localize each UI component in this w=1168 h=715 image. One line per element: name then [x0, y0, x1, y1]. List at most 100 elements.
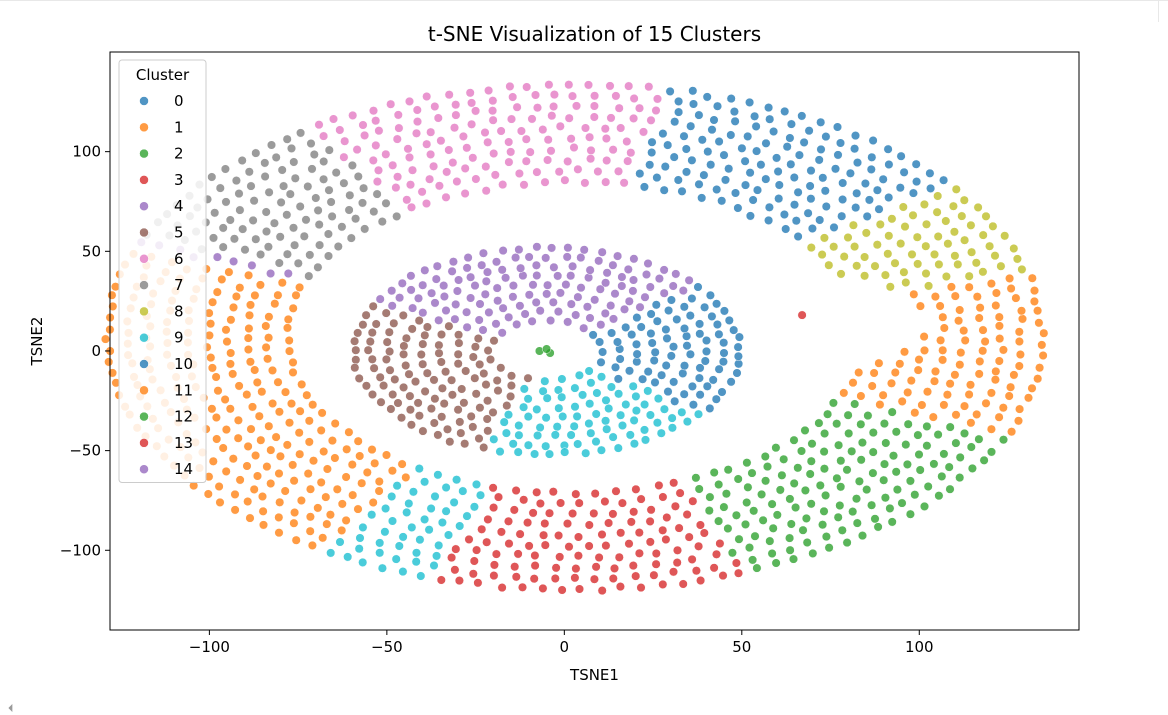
scatter-point-cluster-5 — [363, 345, 373, 355]
scatter-point-cluster-5 — [439, 399, 449, 409]
scatter-point-cluster-12 — [836, 456, 846, 466]
scatter-point-cluster-11 — [954, 316, 964, 326]
scatter-point-cluster-1 — [341, 472, 351, 482]
scatter-point-cluster-13 — [731, 558, 741, 568]
scatter-point-cluster-8 — [967, 247, 977, 257]
scatter-point-cluster-6 — [402, 195, 412, 205]
scatter-point-cluster-0 — [659, 185, 669, 195]
scatter-point-cluster-14 — [508, 281, 518, 291]
scatter-point-cluster-13 — [469, 556, 479, 566]
scatter-point-cluster-0 — [867, 152, 877, 162]
scatter-point-cluster-11 — [1035, 363, 1045, 373]
scatter-point-cluster-13 — [524, 541, 534, 551]
scatter-point-cluster-14 — [590, 295, 600, 305]
scatter-point-cluster-8 — [981, 211, 991, 221]
scatter-point-cluster-1 — [255, 280, 265, 290]
scatter-point-cluster-14 — [498, 246, 508, 256]
scatter-point-cluster-8 — [890, 258, 900, 268]
scatter-point-cluster-5 — [418, 359, 428, 369]
scatter-point-cluster-0 — [814, 155, 824, 165]
scatter-point-cluster-14 — [613, 251, 623, 261]
scatter-point-cluster-13 — [678, 579, 688, 589]
scatter-point-cluster-1 — [246, 424, 256, 434]
scatter-point-cluster-1 — [257, 491, 268, 502]
scatter-point-cluster-14 — [628, 275, 639, 285]
legend-title: Cluster — [136, 66, 190, 84]
scatter-point-cluster-9 — [541, 413, 551, 423]
scatter-point-cluster-10 — [714, 364, 724, 374]
scatter-point-cluster-6 — [629, 93, 639, 104]
scatter-point-cluster-7 — [392, 211, 402, 221]
scatter-point-cluster-0 — [911, 159, 921, 169]
caret-left-icon[interactable]: ⏴ — [8, 702, 14, 715]
scatter-point-cluster-12 — [819, 447, 829, 457]
scatter-point-cluster-1 — [275, 451, 285, 461]
scatter-point-cluster-13 — [691, 566, 701, 576]
scatter-point-cluster-14 — [602, 268, 612, 278]
scatter-point-cluster-14 — [579, 245, 589, 255]
legend-label: 5 — [174, 224, 184, 242]
scatter-point-cluster-6 — [391, 183, 401, 193]
scatter-point-cluster-0 — [756, 160, 766, 170]
scatter-point-cluster-7 — [261, 207, 271, 217]
legend-label: 11 — [174, 381, 193, 399]
scatter-point-cluster-6 — [393, 172, 403, 182]
scatter-point-cluster-10 — [661, 324, 671, 335]
scatter-point-cluster-12 — [814, 418, 824, 428]
scatter-point-cluster-6 — [381, 149, 391, 159]
scatter-point-cluster-13 — [556, 498, 566, 508]
scatter-point-cluster-1 — [274, 528, 284, 538]
scatter-point-cluster-11 — [1037, 340, 1047, 350]
scatter-point-cluster-9 — [557, 374, 567, 384]
scatter-point-cluster-7 — [353, 171, 363, 182]
scatter-point-cluster-8 — [934, 259, 944, 269]
scatter-point-cluster-12 — [888, 451, 899, 461]
scatter-point-cluster-1 — [221, 425, 231, 435]
scatter-point-cluster-7 — [210, 208, 220, 218]
scatter-point-cluster-0 — [750, 111, 760, 121]
scatter-point-cluster-6 — [586, 154, 596, 164]
scatter-point-cluster-5 — [390, 374, 400, 384]
scatter-point-cluster-1 — [211, 412, 221, 423]
legend-label: 14 — [174, 460, 193, 478]
scatter-point-cluster-9 — [554, 403, 564, 413]
scatter-point-cluster-1 — [214, 481, 224, 492]
scatter-point-cluster-6 — [392, 134, 402, 144]
scatter-point-cluster-10 — [700, 356, 710, 366]
scatter-point-cluster-6 — [616, 123, 626, 133]
scatter-point-cluster-10 — [595, 337, 605, 347]
scatter-point-cluster-1 — [288, 357, 298, 367]
scatter-point-cluster-12 — [922, 421, 932, 431]
scatter-point-cluster-13 — [571, 489, 581, 499]
scatter-point-cluster-5 — [410, 377, 421, 387]
scatter-point-cluster-1 — [304, 437, 314, 447]
scatter-point-cluster-12 — [868, 468, 878, 478]
scatter-point-cluster-8 — [898, 202, 908, 212]
scatter-point-cluster-0 — [850, 144, 860, 154]
scatter-point-cluster-9 — [519, 384, 529, 394]
scatter-point-cluster-9 — [513, 447, 523, 457]
scatter-point-cluster-6 — [388, 160, 398, 170]
scatter-point-cluster-8 — [860, 271, 870, 281]
scatter-point-cluster-14 — [491, 257, 502, 267]
scatter-point-cluster-13 — [574, 498, 584, 508]
scatter-point-cluster-9 — [566, 430, 576, 440]
scatter-point-cluster-0 — [845, 168, 855, 178]
scatter-point-cluster-11 — [919, 345, 930, 355]
scatter-point-cluster-6 — [560, 175, 570, 185]
scatter-point-cluster-11 — [955, 305, 965, 315]
scatter-point-cluster-8 — [960, 235, 970, 245]
scatter-point-cluster-14 — [408, 303, 418, 313]
scatter-point-cluster-11 — [972, 292, 982, 302]
scatter-point-cluster-7 — [282, 249, 292, 259]
scatter-point-cluster-1 — [228, 454, 238, 464]
scatter-point-cluster-9 — [398, 532, 408, 542]
scatter-point-cluster-7 — [315, 240, 325, 250]
scatter-point-cluster-1 — [295, 449, 305, 459]
scatter-point-cluster-13 — [482, 537, 492, 547]
scatter-point-cluster-9 — [667, 413, 677, 423]
scatter-point-cluster-14 — [466, 293, 476, 303]
scatter-point-cluster-7 — [240, 245, 250, 255]
points-layer — [100, 80, 1049, 596]
